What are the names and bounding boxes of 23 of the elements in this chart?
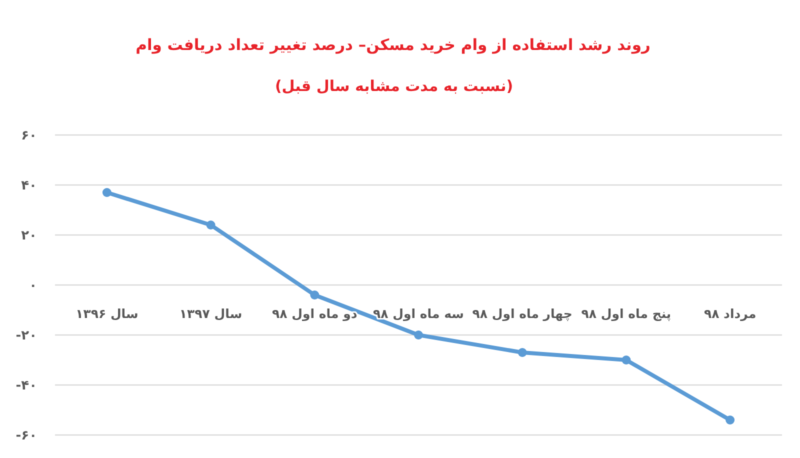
y-tick-label: -۶۰ [16,428,37,444]
y-tick-label: -۴۰ [16,378,37,394]
y-tick-label: -۲۰ [16,328,37,344]
point [414,330,423,340]
point [206,220,216,230]
y-tick-label: ۶۰ [21,128,37,144]
chart-title: روند رشد استفاده از وام خرید مسکن– درصد تغییر تعداد دریافت وام [136,36,650,54]
x-tick-label: سال ۱۳۹۶ [76,306,138,321]
x-tick-label: مرداد ۹۸ [704,306,756,322]
x-tick-label: چهار ماه اول ۹۸ [472,306,572,322]
x-tick-label: سه ماه اول ۹۸ [373,306,464,322]
point [622,356,631,364]
x-tick-label: پنج ماه اول ۹۸ [581,306,672,322]
x-tick-label: سال ۱۳۹۷ [179,306,242,321]
y-tick-label: ۰ [29,278,37,294]
point [310,290,320,300]
y-tick-label: ۲۰ [21,228,37,244]
point [102,188,112,197]
y-tick-label: ۴۰ [21,178,37,194]
point [726,416,735,424]
point [518,348,527,357]
chart-subtitle: (نسبت به مدت مشابه سال قبل) [274,77,514,95]
x-tick-label: دو ماه اول ۹۸ [272,306,358,322]
